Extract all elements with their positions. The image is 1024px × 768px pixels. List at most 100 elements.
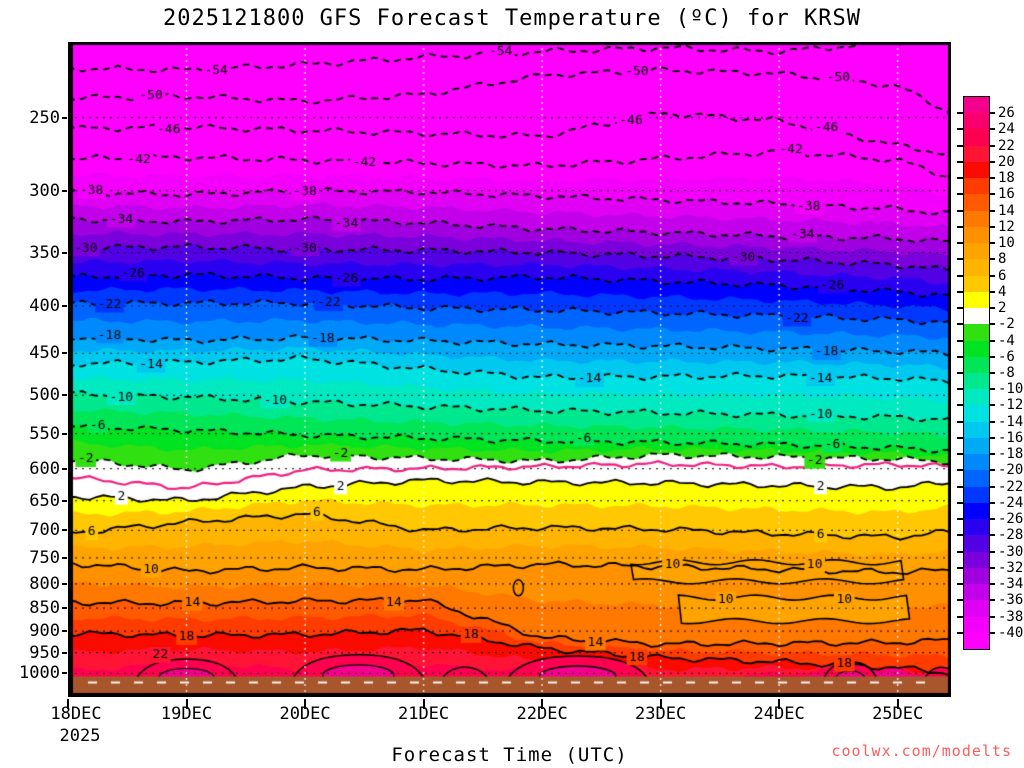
y-axis-tick (62, 556, 67, 559)
y-axis-label: 800 (29, 573, 60, 594)
colorbar-tick (990, 485, 995, 488)
y-axis-label: 900 (29, 621, 60, 642)
colorbar-segment (964, 632, 989, 649)
colorbar-segment (964, 372, 989, 390)
colorbar-tick (990, 242, 995, 245)
colorbar-tick (957, 242, 963, 245)
colorbar-tick (957, 615, 963, 618)
colorbar-tick (957, 534, 963, 537)
x-axis-label: 24DEC (753, 704, 805, 724)
colorbar-segment (964, 454, 989, 471)
colorbar-label: -2 (998, 316, 1015, 333)
colorbar-segment (964, 584, 989, 601)
x-axis-tick (896, 699, 899, 709)
y-axis-label: 350 (29, 242, 60, 263)
x-axis-label: 22DEC (516, 704, 568, 724)
x-axis-tick (304, 699, 307, 709)
colorbar-label: -18 (998, 446, 1024, 463)
y-axis-tick (62, 432, 67, 435)
colorbar-label: 24 (998, 121, 1015, 138)
colorbar-label: -22 (998, 478, 1024, 495)
colorbar-segment (964, 567, 989, 585)
y-axis-tick (62, 251, 67, 254)
x-axis-tick (185, 699, 188, 709)
colorbar-label: 6 (998, 267, 1007, 284)
y-axis-label: 400 (29, 296, 60, 317)
colorbar-segment (964, 340, 989, 357)
colorbar-tick (957, 485, 963, 488)
colorbar-tick (990, 160, 995, 163)
colorbar-segment (964, 405, 989, 422)
colorbar-segment (964, 535, 989, 552)
colorbar-segment (964, 308, 989, 325)
colorbar-label: -40 (998, 624, 1024, 641)
colorbar-segment (964, 275, 989, 292)
colorbar-label: -20 (998, 462, 1024, 479)
colorbar-tick (957, 307, 963, 310)
colorbar-tick (957, 566, 963, 569)
x-axis-tick (659, 699, 662, 709)
y-axis-label: 750 (29, 547, 60, 568)
colorbar-tick (990, 501, 995, 504)
colorbar-segment (964, 210, 989, 227)
colorbar-tick (990, 404, 995, 407)
watermark-link[interactable]: coolwx.com/modelts (831, 742, 1012, 760)
colorbar-segment (964, 356, 989, 373)
colorbar-tick (957, 599, 963, 602)
colorbar-segment (964, 470, 989, 487)
colorbar-segment (964, 616, 989, 633)
colorbar-tick (990, 566, 995, 569)
colorbar-tick (957, 372, 963, 374)
y-axis-label: 600 (29, 458, 60, 479)
colorbar-label: 2 (998, 300, 1007, 317)
colorbar-tick (990, 420, 995, 423)
y-axis-label: 1000 (19, 663, 60, 684)
colorbar-tick (990, 518, 995, 521)
y-axis-label: 500 (29, 385, 60, 406)
colorbar-tick (957, 209, 963, 212)
colorbar-segment (964, 519, 989, 536)
colorbar-tick (990, 128, 995, 131)
colorbar-tick (990, 339, 995, 342)
colorbar-segment (964, 145, 989, 162)
colorbar-segment (964, 324, 989, 341)
y-axis-label: 650 (29, 490, 60, 511)
colorbar-label: -32 (998, 559, 1024, 576)
colorbar-label: -16 (998, 429, 1024, 446)
colorbar-segment (964, 226, 989, 244)
x-axis-label: 20DEC (279, 704, 331, 724)
y-axis-tick (62, 305, 67, 308)
x-axis-label: 25DEC (872, 704, 924, 724)
colorbar-label: -8 (998, 365, 1015, 381)
colorbar-tick (990, 209, 995, 212)
colorbar-label: -24 (998, 494, 1024, 511)
x-axis-tick (541, 699, 544, 709)
colorbar-tick (957, 160, 963, 163)
colorbar-tick (990, 193, 995, 196)
colorbar-tick (990, 534, 995, 537)
colorbar-tick (990, 225, 995, 228)
y-axis-label: 300 (29, 180, 60, 201)
colorbar-tick (990, 274, 995, 277)
colorbar-tick (957, 177, 963, 180)
colorbar-tick (957, 420, 963, 423)
colorbar-tick (957, 128, 963, 131)
colorbar-tick (957, 225, 963, 228)
colorbar-label: 10 (998, 235, 1015, 252)
colorbar-segment (964, 437, 989, 455)
colorbar-label: -38 (998, 608, 1024, 625)
colorbar-segment (964, 194, 989, 211)
colorbar-label: -28 (998, 527, 1024, 544)
colorbar-tick (990, 453, 995, 456)
x-axis-tick (422, 699, 425, 709)
y-axis-label: 250 (29, 107, 60, 128)
colorbar-segment (964, 259, 989, 276)
x-axis-tick (67, 699, 69, 709)
x-axis-title: Forecast Time (UTC) (391, 744, 628, 766)
y-axis-label: 850 (29, 598, 60, 619)
y-axis-tick (62, 607, 67, 610)
colorbar-tick (990, 355, 995, 358)
colorbar-tick (957, 355, 963, 358)
x-axis-label: 23DEC (635, 704, 687, 724)
colorbar-label: 8 (998, 251, 1007, 268)
